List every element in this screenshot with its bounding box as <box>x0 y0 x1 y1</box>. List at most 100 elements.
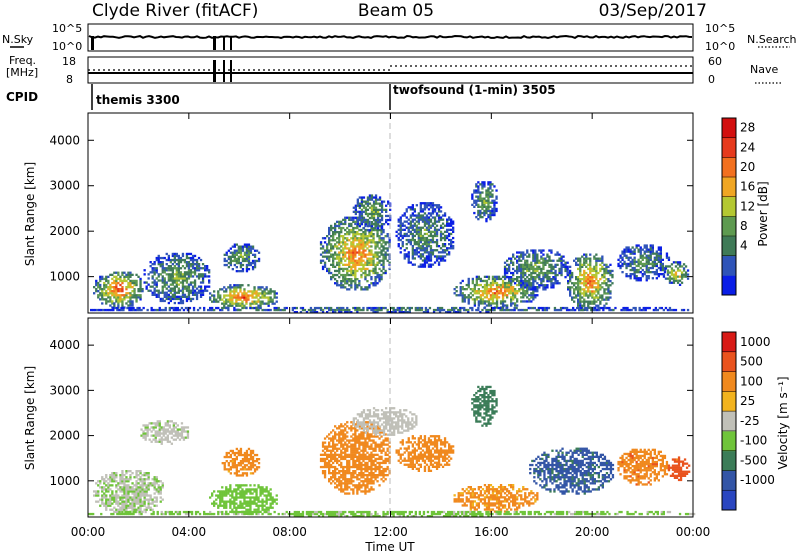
heatmap-cell <box>520 253 523 256</box>
heatmap-cell <box>195 267 199 270</box>
heatmap-cell <box>639 254 642 257</box>
heatmap-cell <box>249 466 253 469</box>
heatmap-cell <box>376 228 379 232</box>
heatmap-cell <box>589 292 592 295</box>
heatmap-cell <box>495 290 499 293</box>
heatmap-cell <box>415 224 418 227</box>
heatmap-cell <box>233 255 236 258</box>
heatmap-cell <box>201 277 205 280</box>
heatmap-cell <box>113 472 116 475</box>
heatmap-cell <box>231 508 234 511</box>
heatmap-cell <box>647 250 650 253</box>
heatmap-cell <box>105 298 108 301</box>
heatmap-cell <box>595 261 598 264</box>
heatmap-cell <box>433 210 437 213</box>
heatmap-cell <box>237 286 240 289</box>
heatmap-cell <box>450 224 453 227</box>
heatmap-cell <box>573 259 576 262</box>
heatmap-cell <box>405 247 408 250</box>
heatmap-cell <box>528 294 531 297</box>
heatmap-cell <box>123 474 126 477</box>
heatmap-cell <box>239 290 242 293</box>
heatmap-cell <box>645 266 648 270</box>
heatmap-cell <box>508 267 511 271</box>
heatmap-cell <box>247 251 251 254</box>
heatmap-cell <box>364 263 367 266</box>
heatmap-cell <box>425 245 429 248</box>
heatmap-cell <box>336 284 339 287</box>
heatmap-cell <box>411 245 414 248</box>
heatmap-cell <box>231 251 234 254</box>
heatmap-cell <box>655 252 658 255</box>
heatmap-cell <box>105 275 108 278</box>
heatmap-cell <box>219 296 222 299</box>
heatmap-cell <box>141 288 144 291</box>
heatmap-cell <box>269 498 272 501</box>
heatmap-cell <box>395 234 398 238</box>
heatmap-cell <box>193 279 197 282</box>
heatmap-cell <box>439 238 443 242</box>
heatmap-cell <box>417 222 420 225</box>
heatmap-cell <box>585 265 588 268</box>
heatmap-cell <box>587 294 590 297</box>
heatmap-cell <box>129 292 132 295</box>
heatmap-cell <box>633 258 636 261</box>
heatmap-cell <box>257 496 260 499</box>
heatmap-cell <box>583 304 586 307</box>
heatmap-cell <box>544 271 547 275</box>
heatmap-cell <box>151 281 154 284</box>
heatmap-cell <box>603 267 606 271</box>
heatmap-cell <box>487 298 491 301</box>
heatmap-cell <box>158 422 161 425</box>
heatmap-cell <box>471 197 474 200</box>
heatmap-cell <box>352 265 355 268</box>
heatmap-cell <box>163 277 166 280</box>
heatmap-cell <box>443 255 447 258</box>
heatmap-cell <box>275 300 278 303</box>
heatmap-cell <box>231 259 234 263</box>
heatmap-cell <box>111 290 114 293</box>
heatmap-cell <box>641 268 644 272</box>
heatmap-cell <box>235 498 238 501</box>
heatmap-cell <box>485 311 488 314</box>
heatmap-cell <box>358 243 361 246</box>
heatmap-cell <box>386 249 389 252</box>
heatmap-cell <box>344 222 347 226</box>
heatmap-cell <box>374 265 377 268</box>
heatmap-cell <box>163 269 166 272</box>
heatmap-cell <box>233 286 236 289</box>
heatmap-cell <box>131 502 134 505</box>
heatmap-cell <box>330 253 333 256</box>
heatmap-cell <box>366 218 370 222</box>
heatmap-cell <box>354 233 357 236</box>
heatmap-cell <box>97 494 100 497</box>
heatmap-cell <box>251 502 254 505</box>
heatmap-cell <box>441 226 445 229</box>
heatmap-cell <box>624 308 627 312</box>
heatmap-cell <box>251 464 255 467</box>
heatmap-cell <box>166 420 169 423</box>
heatmap-cell <box>225 504 228 507</box>
heatmap-cell <box>645 262 648 266</box>
heatmap-cell <box>668 308 672 312</box>
heatmap-cell <box>360 204 364 207</box>
heatmap-cell <box>506 281 509 285</box>
heatmap-cell <box>328 228 331 232</box>
heatmap-cell <box>123 490 126 493</box>
heatmap-cell <box>491 277 495 281</box>
heatmap-cell <box>139 476 142 479</box>
heatmap-cell <box>139 496 142 499</box>
heatmap-cell <box>641 248 644 251</box>
heatmap-cell <box>231 255 234 258</box>
heatmap-cell <box>431 206 435 209</box>
heatmap-cell <box>231 458 234 461</box>
heatmap-cell <box>139 492 142 495</box>
heatmap-cell <box>378 208 382 211</box>
heatmap-cell <box>510 257 513 260</box>
heatmap-cell <box>336 280 339 283</box>
heatmap-cell <box>577 276 580 279</box>
heatmap-cell <box>569 265 572 268</box>
heatmap-cell <box>542 267 545 271</box>
heatmap-cell <box>164 430 167 433</box>
heatmap-cell <box>137 502 140 505</box>
